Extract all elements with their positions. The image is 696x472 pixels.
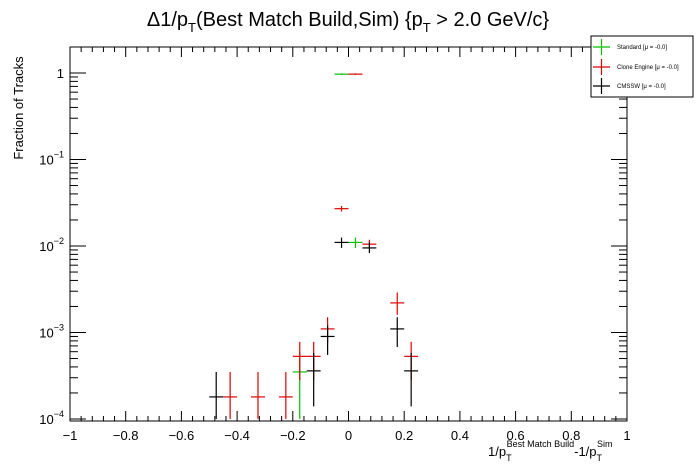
chart-title: Δ1/pT(Best Match Build,Sim) {pT > 2.0 Ge…	[147, 9, 550, 35]
data-point	[278, 371, 293, 419]
xlabel-sub1: T	[506, 453, 512, 463]
x-axis-title: 1/pTBest Match Build-1/pTSim	[488, 439, 613, 463]
data-point	[209, 371, 224, 419]
xlabel-p2: -1/p	[574, 444, 596, 459]
title-pre: 1/p	[160, 9, 188, 31]
legend-entries: Standard [μ = -0.0] Clone Engine [μ = -0.…	[593, 39, 679, 94]
xlabel-sup2: Sim	[597, 439, 613, 449]
x-tick-label: 0.2	[395, 428, 413, 443]
data-point	[334, 73, 349, 75]
legend-label: CMSSW [μ = -0.0]	[617, 84, 666, 90]
title-mid: (Best Match Build,Sim) {p	[196, 9, 423, 31]
xlabel-p1: 1/p	[488, 444, 506, 459]
y-axis-title: Fraction of Tracks	[11, 56, 26, 160]
data-point	[223, 371, 238, 419]
data-point	[251, 371, 265, 419]
data-point	[404, 352, 419, 407]
ticks-layer: −1 −0.8 −0.6 −0.4 −0.2 0 0.2 0.4 0.6 0.8 1 1 10−1 10−…	[39, 47, 631, 443]
legend: Standard [μ = -0.0] Clone Engine [μ = -0.…	[590, 35, 694, 98]
data-point	[348, 73, 363, 75]
plot-frame	[69, 46, 628, 422]
series-cmssw	[209, 237, 419, 419]
data-point	[390, 317, 405, 347]
x-tick-label: 0	[345, 428, 352, 443]
x-tick-label: −0.8	[113, 428, 139, 443]
x-tick-label: −0.4	[224, 428, 250, 443]
data-point	[390, 292, 405, 315]
legend-label: Standard [μ = -0.0]	[617, 45, 667, 51]
data-point	[348, 237, 363, 248]
x-tick-label: 0.8	[562, 428, 580, 443]
x-tick-label: 0.4	[451, 428, 469, 443]
y-tick-label: 10−2	[39, 236, 64, 254]
legend-label: Clone Engine [μ = -0.0]	[617, 65, 679, 71]
x-tick-label: −0.2	[280, 428, 306, 443]
data-point	[362, 242, 377, 253]
data-point	[334, 206, 349, 212]
data-layer	[209, 73, 419, 419]
y-tick-label: 10−3	[39, 323, 64, 341]
x-tick-label: 1	[623, 428, 630, 443]
legend-entry: CMSSW [μ = -0.0]	[593, 78, 666, 94]
title-sub1: T	[188, 20, 196, 35]
series-standard	[292, 73, 363, 419]
series-clone-engine	[223, 73, 419, 419]
data-point	[320, 325, 335, 355]
xlabel-sup1: Best Match Build	[507, 439, 575, 449]
data-point	[306, 352, 321, 407]
title-delta: Δ	[147, 9, 160, 31]
x-tick-label: 0.6	[507, 428, 525, 443]
x-tick-label: −1	[63, 428, 78, 443]
y-tick-label: 10−4	[39, 409, 64, 427]
data-point	[334, 237, 349, 248]
data-point	[292, 341, 307, 381]
title-post: > 2.0 GeV/c}	[431, 9, 550, 31]
title-sub2: T	[423, 20, 431, 35]
x-tick-label: −0.6	[169, 428, 195, 443]
legend-entry: Standard [μ = -0.0]	[593, 39, 667, 55]
legend-entry: Clone Engine [μ = -0.0]	[593, 59, 679, 75]
y-tick-label: 1	[57, 66, 64, 81]
xlabel-sub2: T	[597, 453, 603, 463]
y-tick-label: 10−1	[39, 150, 64, 168]
